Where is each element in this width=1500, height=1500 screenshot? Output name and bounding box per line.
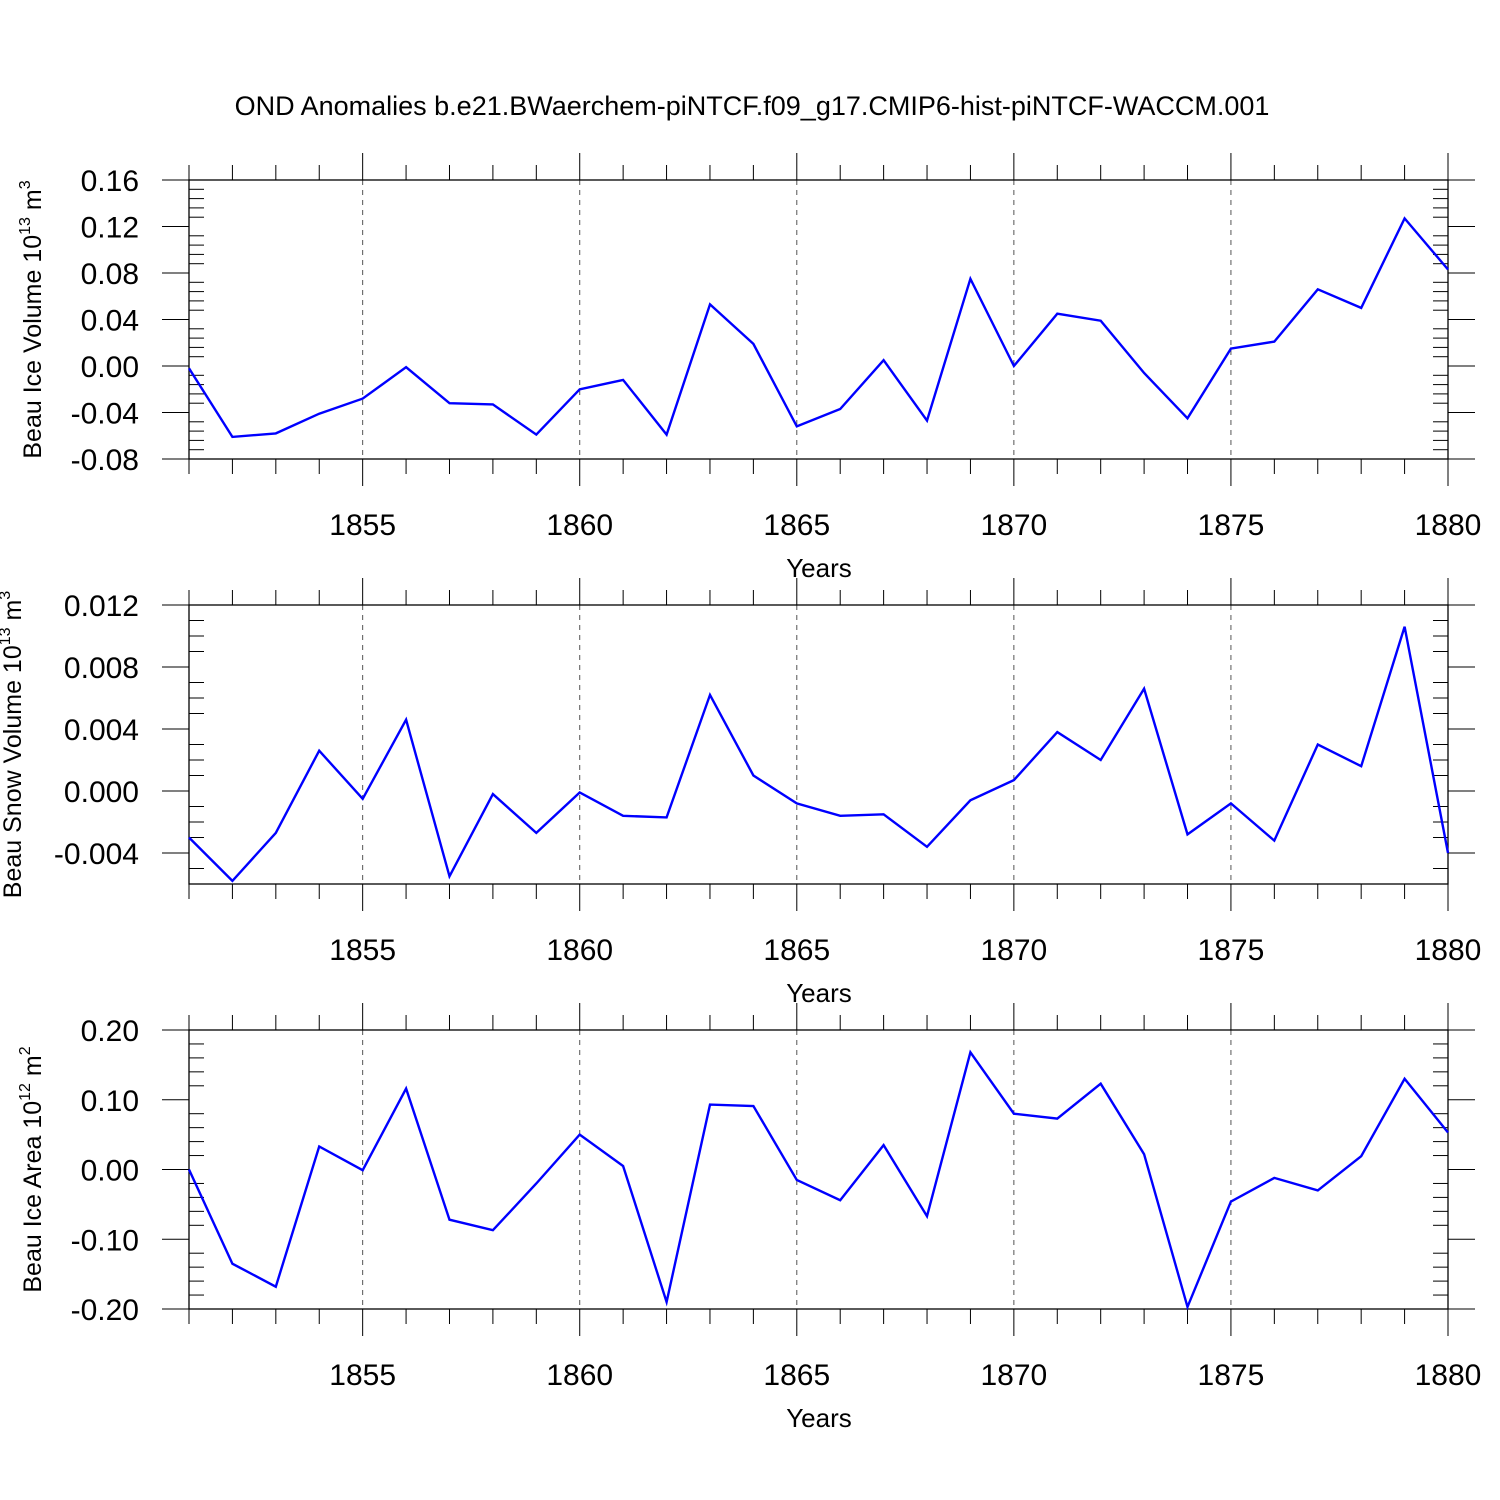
y-tick-label: 0.04 xyxy=(81,305,139,338)
panels: -0.08 -0.04 0.00 0.04 0.08 0.12 0.16 1855 1860 18… xyxy=(0,153,1481,1433)
y-tick-label: 0.004 xyxy=(64,714,139,747)
x-axis-label: Years xyxy=(786,1403,852,1433)
y-axis-label: Beau Ice Area 1012 m2 xyxy=(17,1046,47,1292)
y-tick-label: 0.00 xyxy=(81,1155,139,1188)
y-tick-label: -0.08 xyxy=(71,444,139,477)
y-axis-label-unit: m xyxy=(19,189,47,217)
x-axis-label: Years xyxy=(786,553,852,583)
y-tick-label: -0.20 xyxy=(71,1294,139,1327)
y-axis-label: Beau Snow Volume 1013 m3 xyxy=(0,591,27,899)
x-tick-label: 1870 xyxy=(980,1359,1047,1392)
y-tick-label: -0.004 xyxy=(54,838,139,871)
y-tick-label: 0.10 xyxy=(81,1085,139,1118)
y-axis-label-text: Beau Snow Volume 10 xyxy=(0,645,27,898)
y-axis-label-exponent: 12 xyxy=(17,1083,34,1101)
y-axis-label-unit-exponent: 3 xyxy=(17,180,34,189)
chart-panel-3: -0.20 -0.10 0.00 0.10 0.20 1855 1860 1865 1870 18… xyxy=(17,1003,1481,1433)
x-tick-label: 1855 xyxy=(329,509,396,542)
x-tick-label: 1870 xyxy=(980,934,1047,967)
y-axis-label-unit: m xyxy=(19,1055,47,1083)
chart-panel-2: -0.004 0.000 0.004 0.008 0.012 1855 1860 1865 18… xyxy=(0,578,1481,1008)
x-axis-label: Years xyxy=(786,978,852,1008)
y-axis-label-text: Beau Ice Area 10 xyxy=(19,1101,47,1293)
y-axis-label-unit: m xyxy=(0,600,27,628)
y-tick-label: 0.20 xyxy=(81,1015,139,1048)
y-tick-label: 0.08 xyxy=(81,258,139,291)
x-tick-label: 1865 xyxy=(763,509,830,542)
y-tick-label: 0.000 xyxy=(64,776,139,809)
figure-title: OND Anomalies b.e21.BWaerchem-piNTCF.f09… xyxy=(235,91,1270,121)
y-axis-label-exponent: 13 xyxy=(0,627,14,645)
x-tick-label: 1860 xyxy=(546,509,613,542)
x-tick-label: 1870 xyxy=(980,509,1047,542)
y-axis-label-text: Beau Ice Volume 10 xyxy=(19,235,47,459)
series-line-beau-ice-volume xyxy=(187,216,1449,439)
chart-panel-1: -0.08 -0.04 0.00 0.04 0.08 0.12 0.16 1855 1860 18… xyxy=(17,153,1481,583)
x-tick-label: 1880 xyxy=(1415,934,1482,967)
series-line-beau-snow-volume xyxy=(188,626,1450,883)
x-tick-label: 1880 xyxy=(1415,509,1482,542)
x-tick-label: 1880 xyxy=(1415,1359,1482,1392)
x-tick-label: 1865 xyxy=(763,1359,830,1392)
y-tick-label: 0.00 xyxy=(81,351,139,384)
y-tick-label: -0.04 xyxy=(71,398,139,431)
y-tick-label: -0.10 xyxy=(71,1224,139,1257)
y-axis-label-exponent: 13 xyxy=(17,217,34,235)
series-line-beau-ice-area xyxy=(187,1049,1449,1311)
y-tick-label: 0.16 xyxy=(81,165,139,198)
y-axis-label: Beau Ice Volume 1013 m3 xyxy=(17,180,47,458)
x-tick-label: 1860 xyxy=(546,1359,613,1392)
x-tick-label: 1855 xyxy=(329,934,396,967)
x-tick-label: 1875 xyxy=(1198,1359,1265,1392)
y-axis-label-unit-exponent: 2 xyxy=(17,1046,34,1055)
y-tick-label: 0.008 xyxy=(64,652,139,685)
y-tick-label: 0.12 xyxy=(81,212,139,245)
x-tick-label: 1875 xyxy=(1198,934,1265,967)
x-tick-label: 1860 xyxy=(546,934,613,967)
x-tick-label: 1865 xyxy=(763,934,830,967)
x-tick-label: 1855 xyxy=(329,1359,396,1392)
y-tick-label: 0.012 xyxy=(64,590,139,623)
x-tick-label: 1875 xyxy=(1198,509,1265,542)
y-axis-label-unit-exponent: 3 xyxy=(0,591,14,600)
